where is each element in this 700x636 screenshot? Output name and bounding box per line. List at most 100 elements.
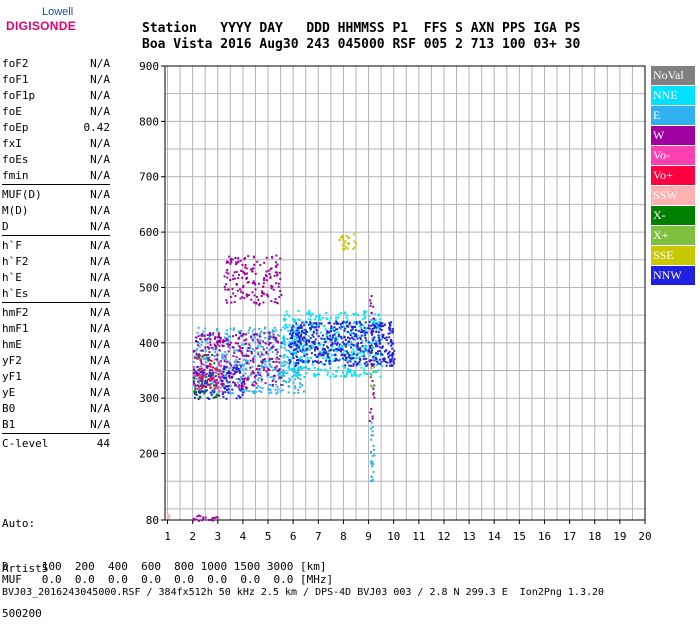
data-point bbox=[241, 393, 244, 396]
data-point bbox=[206, 346, 209, 349]
data-point bbox=[212, 516, 215, 519]
data-point bbox=[216, 336, 219, 339]
data-point bbox=[326, 353, 329, 356]
data-point bbox=[307, 309, 310, 312]
data-point bbox=[318, 343, 321, 346]
data-point bbox=[255, 301, 258, 304]
data-point bbox=[307, 323, 310, 326]
data-point bbox=[256, 344, 259, 347]
x-tick-label: 13 bbox=[462, 530, 475, 543]
data-point bbox=[226, 343, 229, 346]
data-point bbox=[219, 387, 222, 390]
data-point bbox=[277, 388, 280, 391]
data-point bbox=[213, 516, 216, 519]
data-point bbox=[243, 363, 246, 366]
data-point bbox=[239, 297, 242, 300]
data-point bbox=[224, 332, 227, 335]
data-point bbox=[273, 326, 276, 329]
data-point bbox=[358, 320, 361, 323]
data-point bbox=[216, 393, 219, 396]
data-point bbox=[272, 346, 275, 349]
y-tick-label: 200 bbox=[139, 448, 159, 461]
data-point bbox=[227, 367, 230, 370]
data-point bbox=[195, 377, 198, 380]
data-point bbox=[204, 358, 207, 361]
data-point bbox=[324, 352, 327, 355]
data-point bbox=[208, 518, 211, 521]
data-point bbox=[215, 384, 218, 387]
data-point bbox=[348, 331, 351, 334]
data-point bbox=[204, 381, 207, 384]
data-point bbox=[366, 349, 369, 352]
data-point bbox=[307, 317, 310, 320]
data-point bbox=[375, 358, 378, 361]
param-row: yF1 N/A bbox=[2, 369, 110, 385]
data-point bbox=[240, 385, 243, 388]
data-point bbox=[334, 319, 337, 322]
param-row: yE N/A bbox=[2, 385, 110, 401]
data-point bbox=[296, 344, 299, 347]
data-point bbox=[294, 332, 297, 335]
data-point bbox=[372, 363, 375, 366]
data-point bbox=[331, 354, 334, 357]
data-point bbox=[372, 392, 375, 395]
data-point bbox=[251, 270, 254, 273]
data-point bbox=[279, 290, 282, 293]
data-point bbox=[369, 344, 372, 347]
data-point bbox=[357, 314, 360, 317]
x-tick-label: 5 bbox=[265, 530, 272, 543]
data-point bbox=[243, 297, 246, 300]
data-point bbox=[302, 344, 305, 347]
data-point bbox=[221, 344, 224, 347]
data-point bbox=[285, 372, 288, 375]
data-point bbox=[326, 371, 329, 374]
data-point bbox=[281, 361, 284, 364]
data-point bbox=[214, 396, 217, 399]
data-point bbox=[271, 331, 274, 334]
data-point bbox=[280, 329, 283, 332]
data-point bbox=[336, 321, 339, 324]
data-point bbox=[197, 342, 200, 345]
data-point bbox=[389, 354, 392, 357]
footer-info: BVJ03_2016243045000.RSF / 384fx512h 50 k… bbox=[2, 587, 605, 598]
param-name: C-level bbox=[2, 437, 49, 450]
data-point bbox=[344, 353, 347, 356]
data-point bbox=[320, 351, 323, 354]
data-point bbox=[344, 322, 347, 325]
data-point bbox=[289, 337, 292, 340]
param-name: foE bbox=[2, 105, 22, 118]
data-point bbox=[276, 333, 279, 336]
data-point bbox=[234, 370, 237, 373]
data-point bbox=[385, 364, 388, 367]
data-point bbox=[284, 363, 287, 366]
data-point bbox=[206, 366, 209, 369]
data-point bbox=[231, 392, 234, 395]
data-point bbox=[354, 333, 357, 336]
y-tick-label: 600 bbox=[139, 226, 159, 239]
data-point bbox=[309, 322, 312, 325]
param-row: foEs N/A bbox=[2, 152, 110, 168]
data-point bbox=[294, 341, 297, 344]
data-point bbox=[254, 377, 257, 380]
data-point bbox=[232, 327, 235, 330]
data-point bbox=[273, 374, 276, 377]
data-point bbox=[293, 326, 296, 329]
data-point bbox=[313, 326, 316, 329]
data-point bbox=[235, 364, 238, 367]
data-point bbox=[273, 301, 276, 304]
data-point bbox=[268, 392, 271, 395]
data-point bbox=[378, 320, 381, 323]
data-point bbox=[167, 516, 170, 519]
data-point bbox=[275, 368, 278, 371]
data-point bbox=[373, 336, 376, 339]
data-point bbox=[378, 341, 381, 344]
data-point bbox=[370, 347, 373, 350]
data-point bbox=[389, 364, 392, 367]
data-point bbox=[309, 345, 312, 348]
data-point bbox=[255, 347, 258, 350]
data-point bbox=[229, 362, 232, 365]
data-point bbox=[256, 295, 259, 298]
data-point bbox=[194, 389, 197, 392]
data-point bbox=[206, 397, 209, 400]
data-point bbox=[274, 336, 277, 339]
